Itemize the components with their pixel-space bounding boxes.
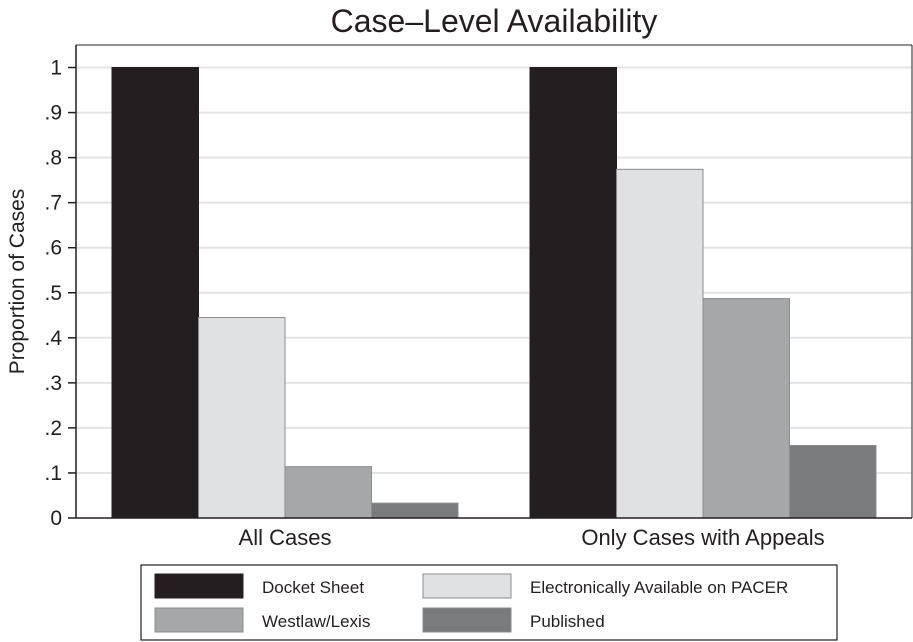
x-category-label: All Cases bbox=[239, 525, 332, 550]
legend-swatch bbox=[422, 607, 512, 633]
y-tick-label: .9 bbox=[44, 102, 62, 125]
y-tick-label: .2 bbox=[44, 417, 62, 440]
legend-label: Westlaw/Lexis bbox=[262, 612, 370, 631]
y-tick-label: .8 bbox=[44, 147, 62, 170]
y-tick-label: .1 bbox=[44, 462, 62, 485]
plot-area: 0 .1 .2 .3 .4 .5 .6 .7 .8 .9 1 All Cases Only Cases … bbox=[44, 44, 913, 550]
y-tick-label: .5 bbox=[44, 282, 62, 305]
y-tick-label: 1 bbox=[50, 57, 62, 80]
y-tick-label: .3 bbox=[44, 372, 62, 395]
y-tick-label: .4 bbox=[44, 327, 62, 350]
bar bbox=[616, 168, 704, 519]
bar bbox=[702, 298, 790, 519]
legend-label: Electronically Available on PACER bbox=[530, 578, 788, 597]
legend-swatch bbox=[154, 573, 244, 599]
y-tick-label: 0 bbox=[50, 507, 62, 530]
x-category-label: Only Cases with Appeals bbox=[581, 525, 824, 550]
bar bbox=[284, 466, 372, 519]
legend-label: Docket Sheet bbox=[262, 578, 364, 597]
legend-label: Published bbox=[530, 612, 605, 631]
bar bbox=[529, 67, 617, 519]
bar bbox=[111, 67, 199, 519]
y-tick-label: .6 bbox=[44, 237, 62, 260]
chart-title: Case–Level Availability bbox=[331, 3, 658, 39]
legend-swatch bbox=[422, 573, 512, 599]
legend: Docket Sheet Electronically Available on … bbox=[140, 564, 838, 641]
legend-swatch bbox=[154, 607, 244, 633]
y-axis-label: Proportion of Cases bbox=[6, 189, 29, 375]
y-tick-label: .7 bbox=[44, 192, 62, 215]
bar bbox=[789, 444, 877, 519]
bar bbox=[371, 502, 459, 519]
bar bbox=[198, 317, 286, 519]
